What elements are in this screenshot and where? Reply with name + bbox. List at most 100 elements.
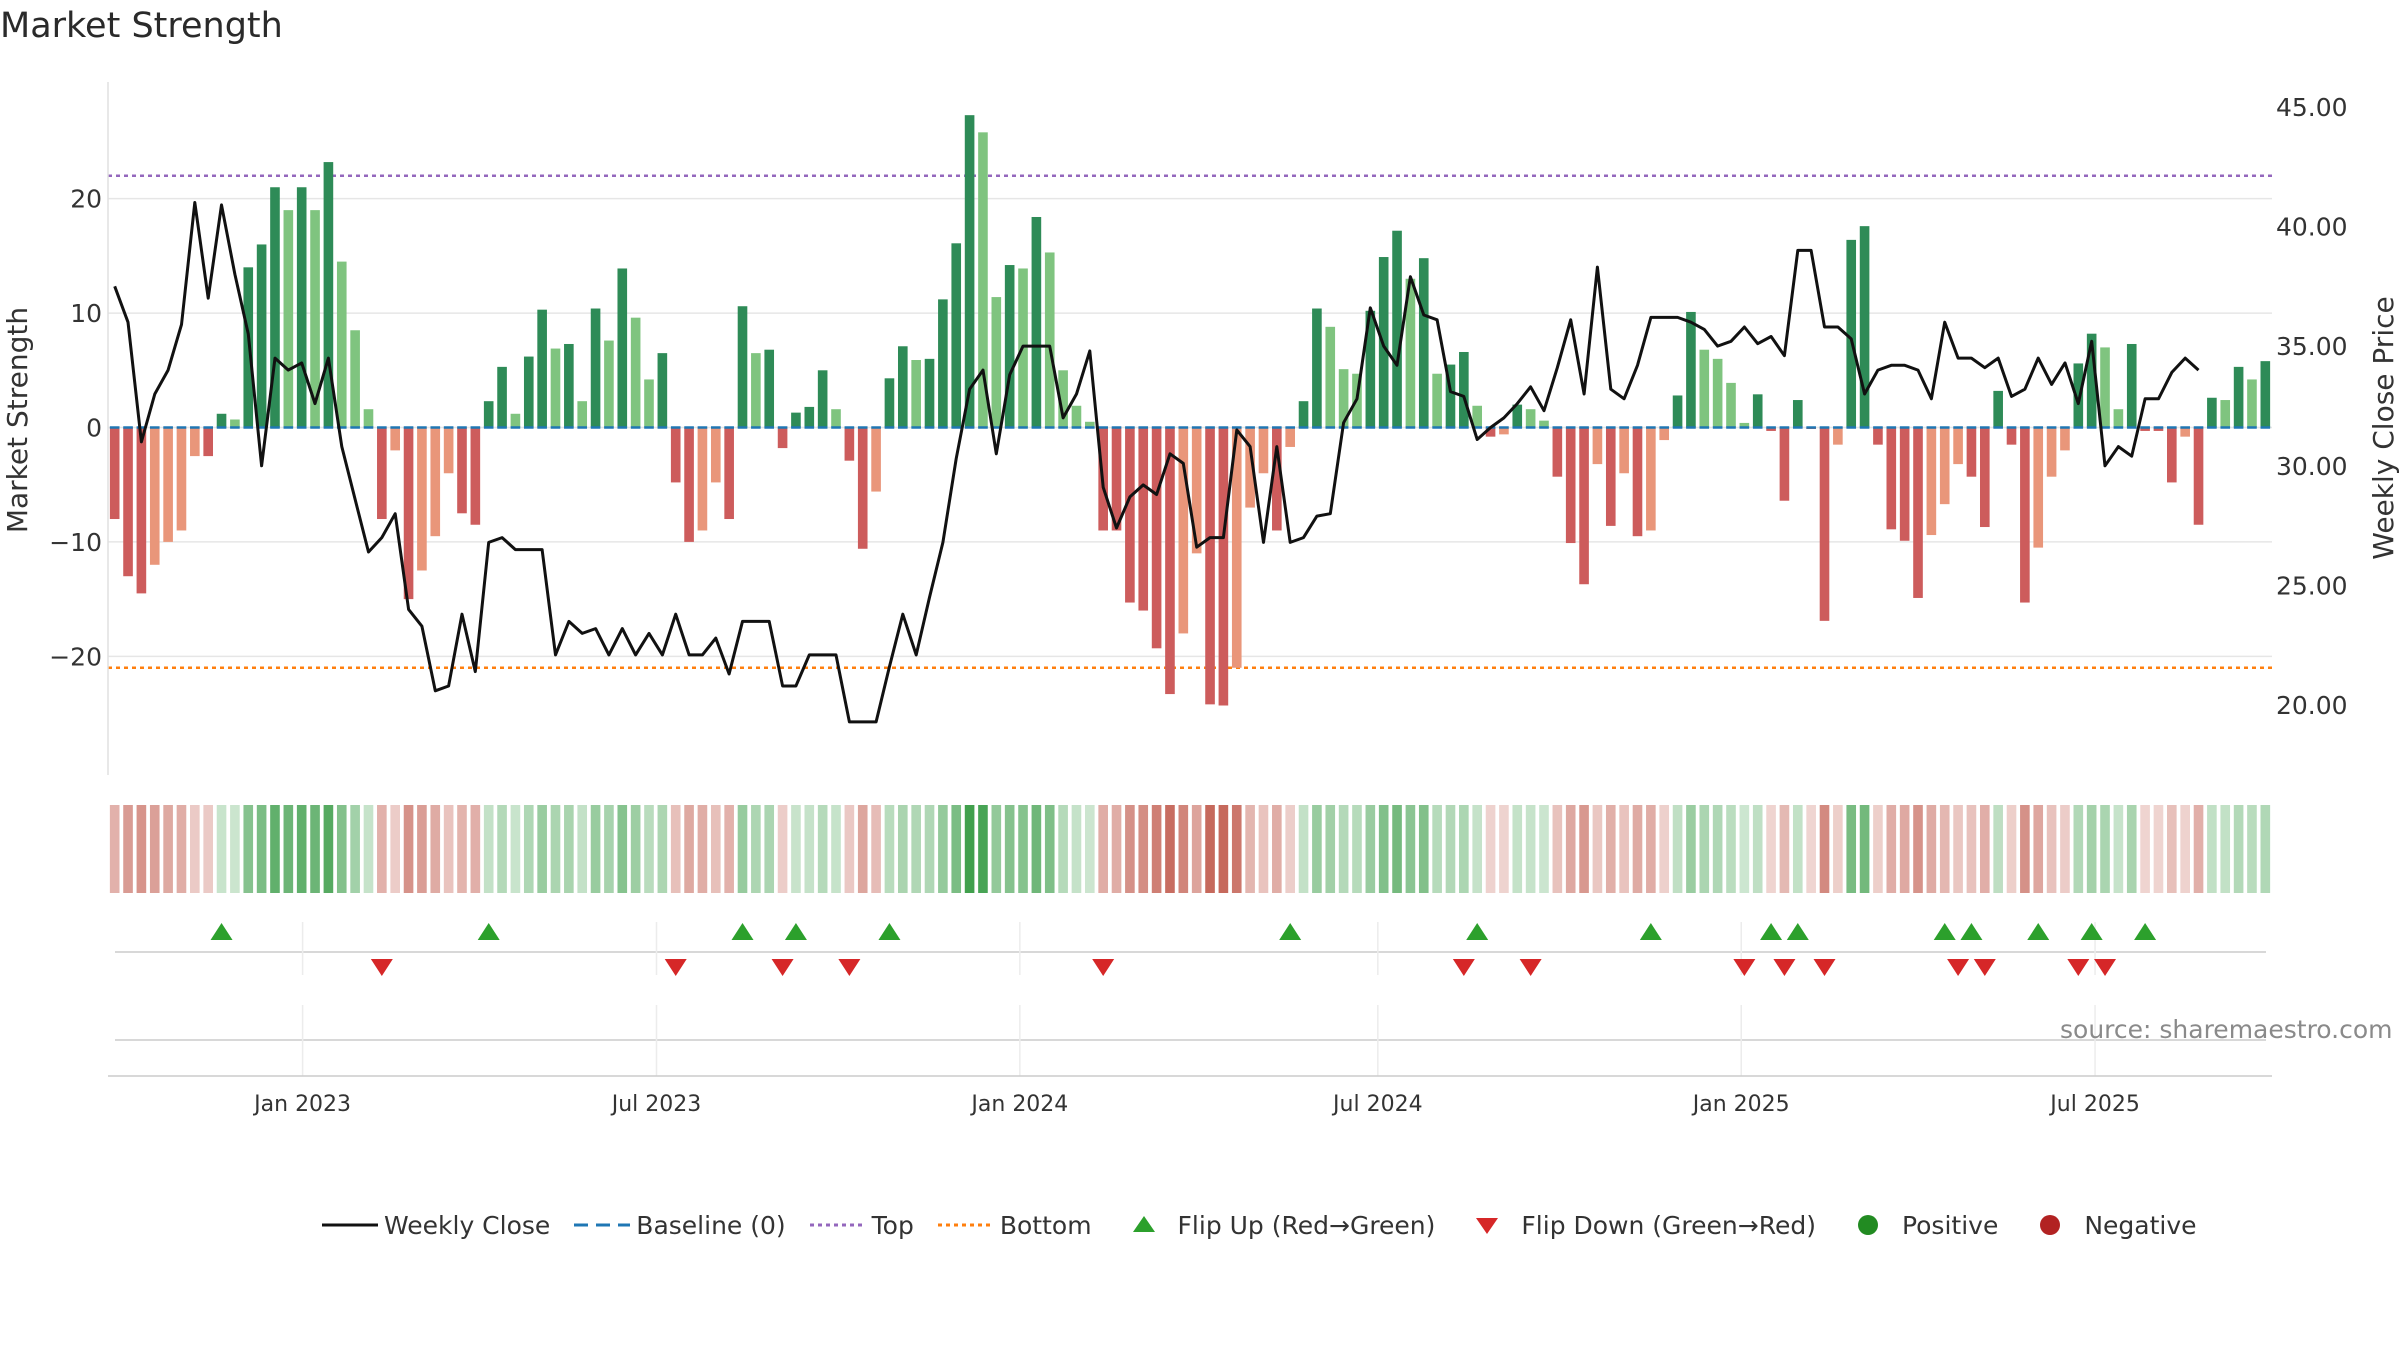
heat-cell — [1726, 805, 1736, 893]
heat-cell — [1512, 805, 1523, 893]
legend-item-bottom[interactable]: Bottom — [936, 1210, 1092, 1240]
heat-cell — [296, 805, 307, 893]
strength-bar — [1632, 427, 1643, 537]
strength-bar — [1966, 427, 1977, 477]
heat-cell — [2220, 805, 2231, 893]
heat-cell — [2113, 805, 2124, 893]
weekly-close-line — [113, 201, 2200, 724]
heat-cell — [1619, 805, 1629, 893]
heat-cell — [163, 805, 173, 893]
heat-cell — [1899, 805, 1910, 893]
strength-bar — [1178, 427, 1189, 634]
axes: 20 10 0 −10 −20 45.00 40.00 35.00 30.00 25.00 20.0… — [49, 82, 2348, 1117]
heat-cell — [136, 805, 147, 893]
strength-bar — [2220, 400, 2231, 428]
heat-cell — [1926, 805, 1937, 893]
heat-cell — [457, 805, 467, 893]
strength-bar — [2180, 427, 2190, 437]
heat-cell — [737, 805, 748, 893]
heat-cell — [871, 805, 881, 893]
heat-cell — [430, 805, 441, 893]
legend-item-flip-down[interactable]: Flip Down (Green→Red) — [1457, 1210, 1816, 1240]
heat-cell — [1445, 805, 1456, 893]
heat-cell — [857, 805, 868, 893]
strength-bar — [1218, 427, 1229, 706]
strength-bar — [897, 346, 908, 428]
strength-bar — [1766, 427, 1776, 431]
y-tick-label: 20 — [70, 185, 102, 214]
legend-item-flip-up[interactable]: Flip Up (Red→Green) — [1114, 1210, 1435, 1240]
strength-bar — [871, 427, 881, 492]
flip-down-marker — [1947, 959, 1970, 976]
heat-cell — [751, 805, 761, 893]
strength-bar — [724, 427, 734, 520]
heat-cell — [1432, 805, 1442, 893]
strength-bar — [1125, 427, 1135, 603]
flip-up-marker — [2080, 923, 2103, 940]
strength-bar — [657, 353, 668, 428]
heat-cell — [1231, 805, 1242, 893]
strength-bar — [564, 343, 574, 428]
y2-tick-label: 45.00 — [2276, 93, 2348, 122]
strength-bar — [109, 427, 120, 520]
y-tick-label: −10 — [49, 528, 102, 557]
strength-bar — [1579, 427, 1589, 585]
threshold-lines — [108, 174, 2272, 670]
strength-bar — [2086, 333, 2097, 428]
legend-item-baseline[interactable]: Baseline (0) — [572, 1210, 786, 1240]
heat-cell — [216, 805, 227, 893]
heat-cell — [1913, 805, 1923, 893]
legend-symbol — [1476, 1218, 1499, 1234]
strength-bar — [1926, 427, 1937, 536]
heat-cell — [978, 805, 988, 893]
legend-item-positive[interactable]: Positive — [1838, 1210, 1998, 1240]
legend-label: Weekly Close — [384, 1210, 551, 1240]
heat-cell — [2233, 805, 2244, 893]
heat-cell — [1846, 805, 1857, 893]
heat-cell — [1525, 805, 1536, 893]
strength-bar — [510, 413, 521, 428]
legend-item-top[interactable]: Top — [808, 1210, 914, 1240]
y-tick-label: 10 — [70, 299, 102, 328]
strength-bar — [697, 427, 708, 531]
strength-bar — [2207, 397, 2217, 428]
heat-cell — [510, 805, 521, 893]
strength-bar — [523, 356, 534, 428]
y2-axis-title: Weekly Close Price — [2367, 296, 2400, 559]
strength-bar — [1205, 427, 1215, 705]
gridlines — [108, 197, 2272, 658]
heat-cell — [2073, 805, 2084, 893]
y2-tick-label: 40.00 — [2276, 212, 2348, 241]
strength-bar — [1325, 326, 1336, 428]
heat-cell — [470, 805, 481, 893]
strength-bar — [1165, 427, 1175, 695]
heat-cell — [1338, 805, 1349, 893]
heat-cell — [911, 805, 921, 893]
strength-bar — [2020, 427, 2030, 603]
strength-bar — [1031, 216, 1042, 428]
strength-bar — [1819, 427, 1830, 621]
heat-cell — [2060, 805, 2070, 893]
heat-cell — [644, 805, 654, 893]
legend-symbol — [2040, 1215, 2061, 1235]
flip-up-marker — [1639, 923, 1662, 940]
heat-cell — [1766, 805, 1776, 893]
legend-item-negative[interactable]: Negative — [2020, 1210, 2197, 1240]
heat-cell — [1833, 805, 1843, 893]
legend-item-weekly-close[interactable]: Weekly Close — [320, 1210, 550, 1240]
heat-cell — [1873, 805, 1883, 893]
legend-symbol — [1857, 1215, 1878, 1235]
chart-title: Market Strength — [0, 6, 283, 46]
strength-bar — [417, 427, 427, 571]
strength-bar — [2073, 363, 2084, 428]
flip-up-marker — [1960, 923, 1983, 940]
weekly-close-series — [113, 201, 2200, 724]
heat-cell — [1044, 805, 1055, 893]
strength-bar — [604, 340, 614, 428]
heat-cell — [1085, 805, 1095, 893]
heat-cell — [684, 805, 694, 893]
strength-bar — [964, 115, 975, 428]
strength-heat-strip — [109, 805, 2271, 893]
strength-bar — [2033, 427, 2044, 548]
